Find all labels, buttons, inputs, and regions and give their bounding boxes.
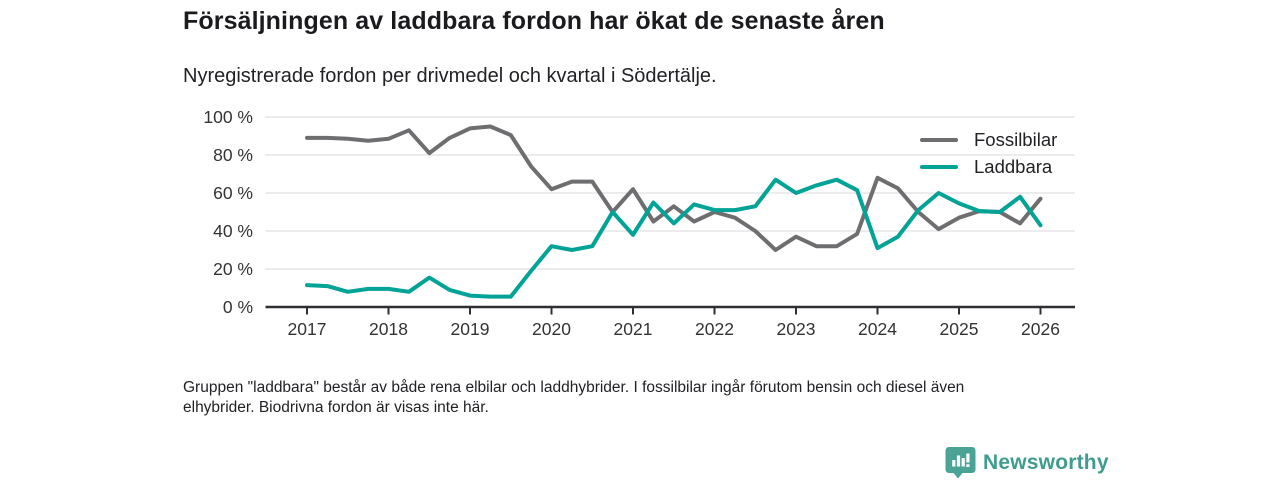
laddbara-line [305,177,1043,299]
legend-label: Fossilbilar [974,129,1058,150]
x-axis-tick-label: 2026 [1021,319,1060,339]
x-axis-tick-label: 2017 [288,319,327,339]
bar-3 [961,458,965,467]
footnote-line: elhybrider. Biodrivna fordon är visas in… [183,398,489,416]
x-axis-tick-label: 2021 [614,319,653,339]
chart-footnote: Gruppen "laddbara" består av både rena e… [183,378,964,417]
x-axis-tick-label: 2024 [858,319,897,339]
fossilbilar-line-swatch [920,137,958,143]
page-title: Försäljningen av laddbara fordon har öka… [183,7,885,35]
legend-item-fossilbilar: Fossilbilar [920,129,1058,150]
x-axis-tick-label: 2025 [940,319,979,339]
footnote-line: Gruppen "laddbara" består av både rena e… [183,379,965,396]
y-axis-tick-label: 0 % [223,297,253,317]
laddbara-line-swatch [920,164,958,170]
exclamation-bar [966,453,970,463]
newsworthy-wordmark: Newsworthy [983,450,1109,474]
chart-subtitle: Nyregistrerade fordon per drivmedel och … [183,65,717,87]
y-axis-tick-label: 100 % [203,107,253,127]
y-axis-tick-label: 20 % [213,259,253,279]
x-axis-tick-label: 2018 [369,319,408,339]
x-axis-tick-label: 2019 [451,319,490,339]
legend-item-laddbara: Laddbara [920,156,1057,177]
x-axis-tick-label: 2022 [695,319,734,339]
y-axis-tick-label: 40 % [213,221,253,241]
pin-shape [945,447,976,479]
y-axis-tick-label: 80 % [213,145,253,165]
chart-legend: Fossilbilar Laddbara [920,129,1058,177]
newsworthy-logo[interactable]: Newsworthy [945,446,1109,479]
bar-1 [952,460,956,467]
bar-2 [956,455,961,467]
bar-chart-pin-icon [945,447,976,479]
exclamation-dot [966,464,970,467]
legend-label: Laddbara [974,156,1053,177]
x-axis-tick-label: 2023 [777,319,816,339]
y-axis-tick-label: 60 % [213,183,253,203]
x-axis-tick-label: 2020 [532,319,571,339]
